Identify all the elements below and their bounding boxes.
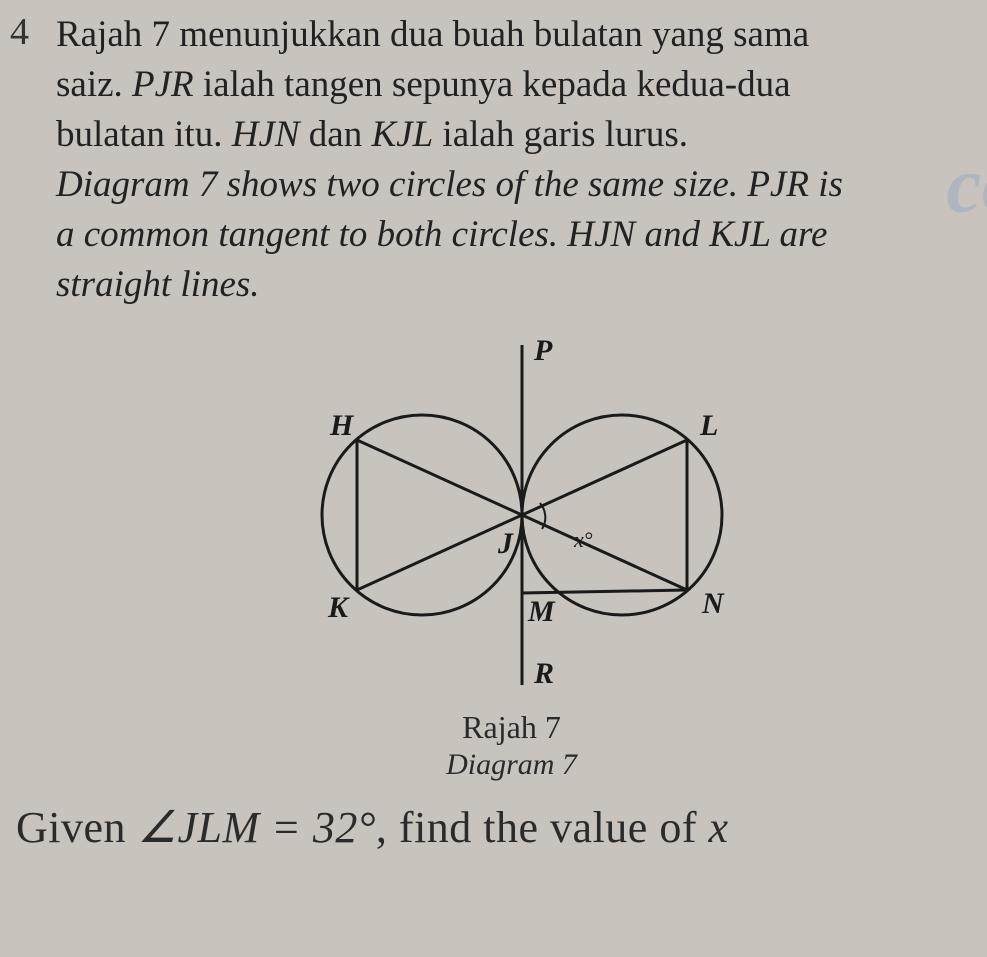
text: ialah garis lurus.	[433, 114, 688, 155]
text: dan	[300, 114, 372, 155]
var-hjn: HJN	[232, 114, 300, 155]
english-line-3: straight lines.	[56, 260, 967, 310]
svg-text:L: L	[699, 409, 718, 442]
var-pjr: PJR	[132, 64, 194, 105]
text: bulatan itu.	[56, 114, 232, 155]
handwritten-question: Given ∠JLM = 32°, find the value of x	[10, 802, 967, 853]
english-line-1: Diagram 7 shows two circles of the same …	[56, 160, 967, 210]
svg-text:x°: x°	[573, 527, 593, 552]
caption-malay: Rajah 7	[462, 709, 561, 746]
hw-prefix: Given	[16, 803, 138, 852]
svg-text:R: R	[533, 657, 554, 690]
hw-suffix: , find the value of	[376, 803, 709, 852]
svg-text:M: M	[527, 595, 556, 628]
svg-text:N: N	[701, 587, 725, 620]
diagram-container: x° P R H K L N J M Rajah 7 Diagram 7	[56, 325, 967, 782]
malay-line-2: saiz. PJR ialah tangen sepunya kepada ke…	[56, 60, 967, 110]
var-kjl: KJL	[371, 114, 433, 155]
text: ialah tangen sepunya kepada kedua-dua	[194, 64, 791, 105]
page: 4 Rajah 7 menunjukkan dua buah bulatan y…	[0, 0, 987, 863]
malay-line-1: Rajah 7 menunjukkan dua buah bulatan yan…	[56, 10, 967, 60]
svg-text:H: H	[329, 409, 355, 442]
question-number: 4	[10, 10, 38, 54]
text: saiz.	[56, 64, 132, 105]
svg-text:J: J	[497, 527, 514, 560]
hw-angle: ∠JLM = 32°	[138, 803, 376, 852]
english-line-2: a common tangent to both circles. HJN an…	[56, 210, 967, 260]
svg-text:K: K	[327, 591, 350, 624]
geometry-diagram: x° P R H K L N J M	[262, 325, 762, 705]
hw-var-x: x	[709, 803, 729, 852]
question-block: 4 Rajah 7 menunjukkan dua buah bulatan y…	[10, 10, 967, 782]
malay-line-3: bulatan itu. HJN dan KJL ialah garis lur…	[56, 110, 967, 160]
question-text: Rajah 7 menunjukkan dua buah bulatan yan…	[56, 10, 967, 782]
svg-text:P: P	[533, 334, 553, 367]
caption-english: Diagram 7	[446, 748, 577, 782]
